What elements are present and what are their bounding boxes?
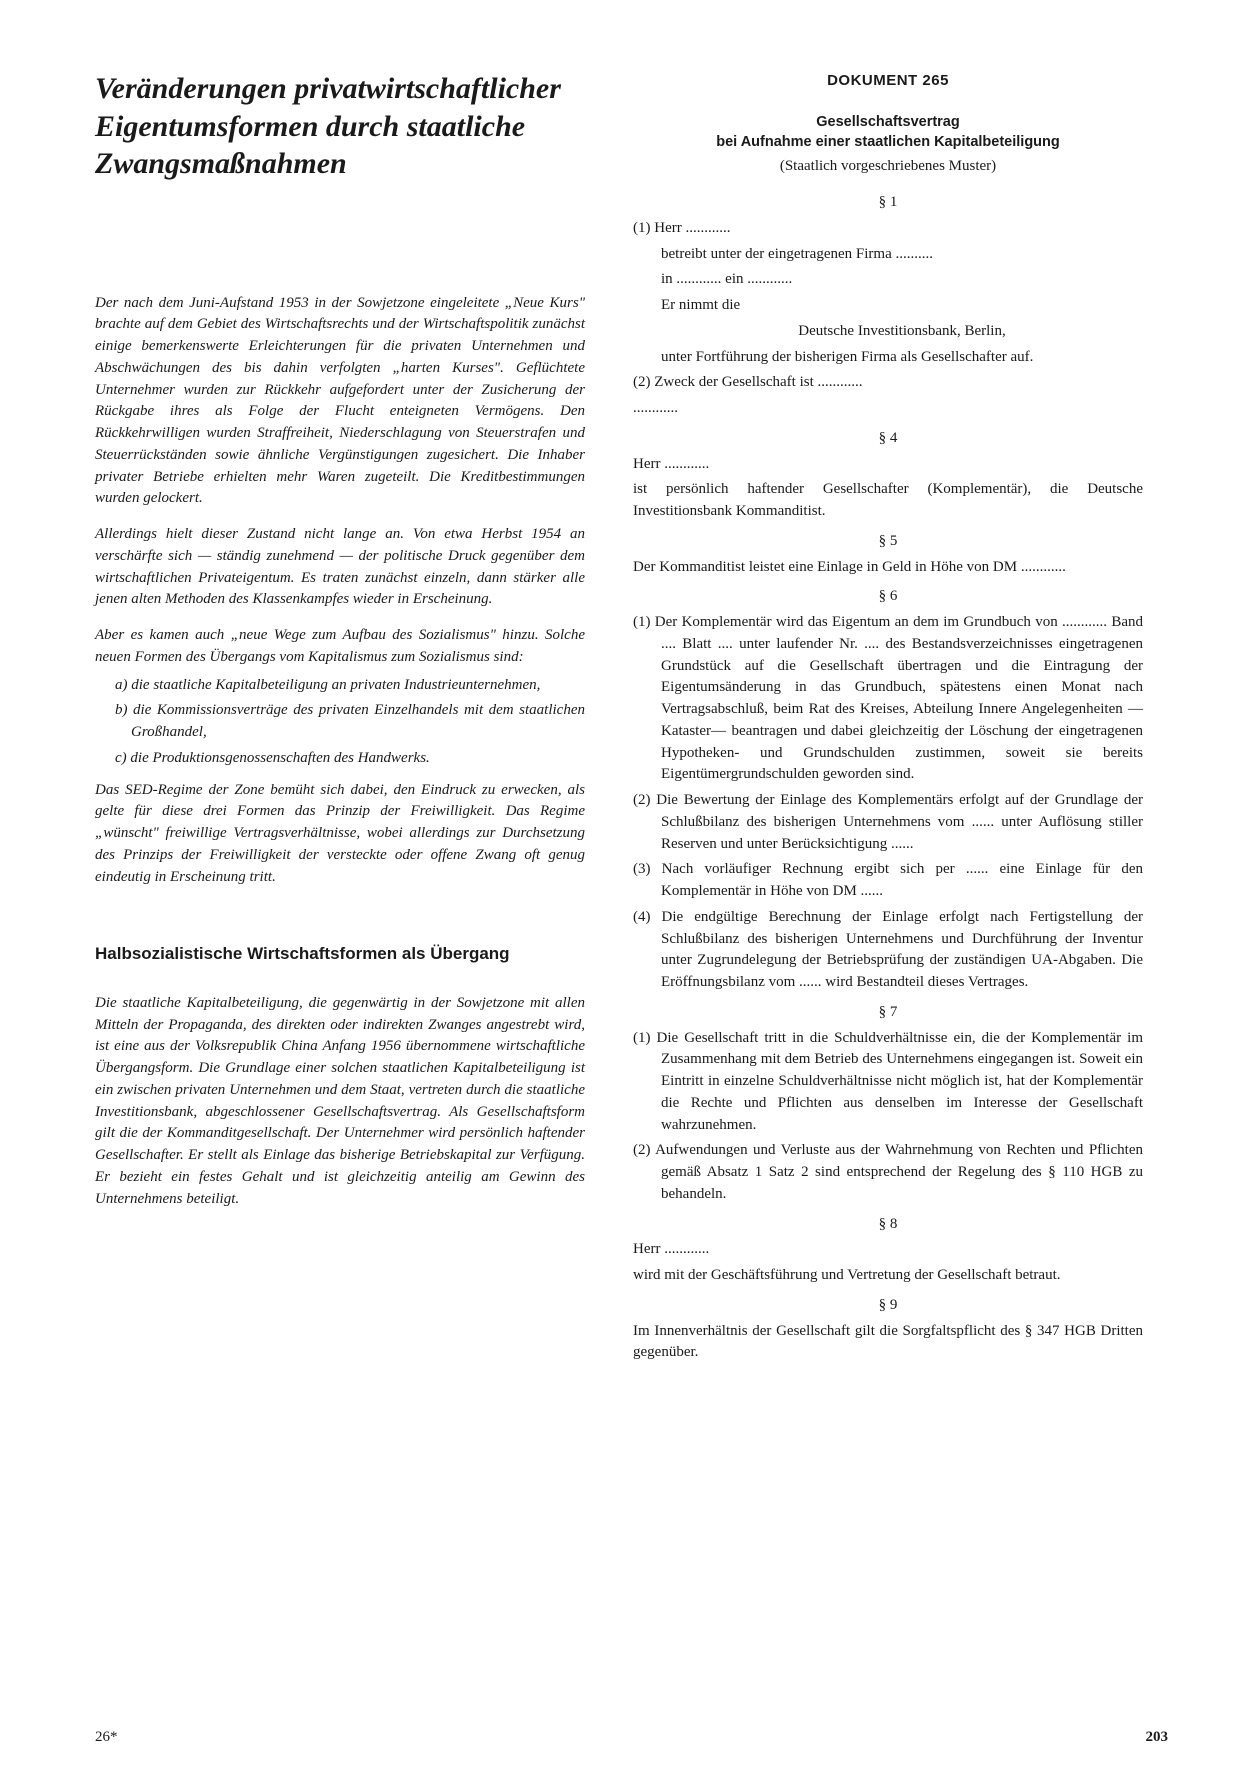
list-a: a) die staatliche Kapitalbeteiligung an … (131, 675, 585, 697)
sub-heading: Halbsozialistische Wirtschaftsformen als… (95, 942, 585, 967)
s7-1: (1) Die Gesellschaft tritt in die Schuld… (633, 1028, 1143, 1137)
intro-p2: Allerdings hielt dieser Zustand nicht la… (95, 524, 585, 611)
ellipsis-1: ............ (633, 398, 1143, 420)
intro-p4: Das SED-Regime der Zone bemüht sich dabe… (95, 780, 585, 889)
doc-subtitle: (Staatlich vorgeschriebenes Muster) (633, 156, 1143, 178)
s1-1d: Er nimmt die (661, 295, 1143, 317)
footer-left: 26* (95, 1729, 118, 1746)
s1-1: (1) Herr ............ (633, 218, 1143, 240)
s7-2: (2) Aufwendungen und Verluste aus der Wa… (633, 1140, 1143, 1205)
doc-number: DOKUMENT 265 (633, 70, 1143, 92)
s6-2: (2) Die Bewertung der Einlage des Komple… (633, 790, 1143, 855)
section-7: § 7 (633, 1002, 1143, 1024)
right-column: DOKUMENT 265 Gesellschaftsvertrag bei Au… (633, 70, 1143, 1742)
s1-1e: Deutsche Investitionsbank, Berlin, (661, 321, 1143, 343)
document-page: Veränderungen privatwirtschaftlicher Eig… (0, 0, 1248, 1792)
intro-p1: Der nach dem Juni-Aufstand 1953 in der S… (95, 293, 585, 511)
intro-p3: Aber es kamen auch „neue Wege zum Aufbau… (95, 625, 585, 669)
s4-b: ist persönlich haftender Gesellschafter … (633, 479, 1143, 523)
section-8: § 8 (633, 1214, 1143, 1236)
s9-a: Im Innenverhältnis der Gesellschaft gilt… (633, 1321, 1143, 1365)
section-5: § 5 (633, 531, 1143, 553)
footer-right: 203 (1146, 1729, 1169, 1746)
s6-1: (1) Der Komplementär wird das Eigentum a… (633, 612, 1143, 786)
s1-2: (2) Zweck der Gesellschaft ist .........… (633, 372, 1143, 394)
s5-a: Der Kommanditist leistet eine Einlage in… (633, 557, 1143, 579)
section-4: § 4 (633, 428, 1143, 450)
list-c: c) die Produktionsgenossenschaften des H… (131, 748, 585, 770)
main-title: Veränderungen privatwirtschaftlicher Eig… (95, 70, 585, 183)
section-9: § 9 (633, 1295, 1143, 1317)
list-b: b) die Kommissionsverträge des privaten … (131, 700, 585, 744)
s1-1b: betreibt unter der eingetragenen Firma .… (661, 244, 1143, 266)
doc-title: Gesellschaftsvertrag bei Aufnahme einer … (633, 112, 1143, 153)
s6-4: (4) Die endgültige Berechnung der Einlag… (633, 907, 1143, 994)
s4-a: Herr ............ (633, 454, 1143, 476)
s1-1f: unter Fortführung der bisherigen Firma a… (661, 347, 1143, 369)
s1-1c: in ............ ein ............ (661, 269, 1143, 291)
section-1: § 1 (633, 192, 1143, 214)
left-column: Veränderungen privatwirtschaftlicher Eig… (95, 70, 585, 1742)
s8-a: Herr ............ (633, 1239, 1143, 1261)
s6-3: (3) Nach vorläufiger Rechnung ergibt sic… (633, 859, 1143, 903)
section-6: § 6 (633, 586, 1143, 608)
intro-p5: Die staatliche Kapitalbeteiligung, die g… (95, 993, 585, 1211)
s8-b: wird mit der Geschäftsführung und Vertre… (633, 1265, 1143, 1287)
